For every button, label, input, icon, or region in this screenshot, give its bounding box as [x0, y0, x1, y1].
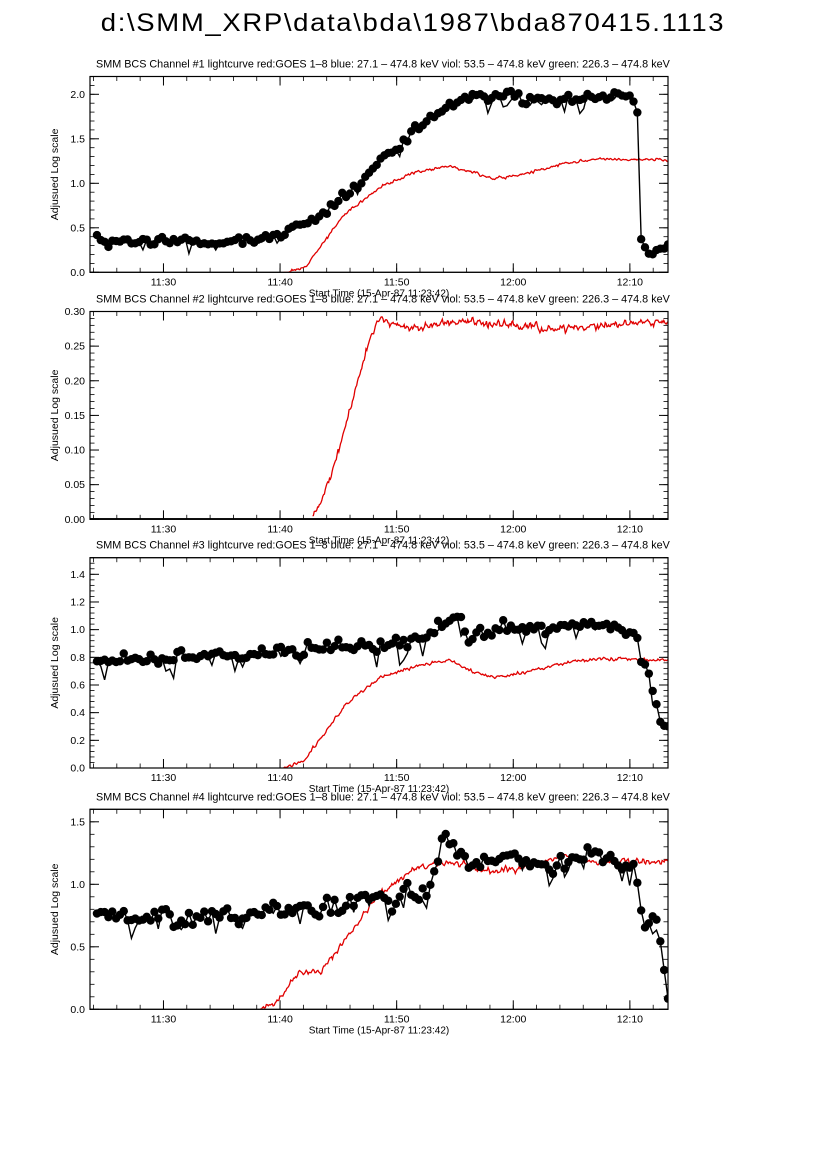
- svg-text:SMM BCS Channel #4 lightcurve: SMM BCS Channel #4 lightcurve red:GOES 1…: [96, 791, 671, 803]
- svg-text:11:50: 11:50: [384, 1013, 410, 1025]
- svg-text:12:10: 12:10: [617, 1013, 643, 1025]
- svg-text:0.0: 0.0: [70, 1004, 85, 1016]
- svg-text:1.0: 1.0: [70, 879, 85, 891]
- svg-text:Adjusued Log scale: Adjusued Log scale: [49, 863, 61, 955]
- svg-text:11:30: 11:30: [151, 1013, 177, 1025]
- svg-text:1.5: 1.5: [70, 816, 85, 828]
- svg-text:11:40: 11:40: [267, 1013, 293, 1025]
- svg-text:0.5: 0.5: [70, 941, 85, 953]
- svg-text:Start Time (15-Apr-87 11:23:42: Start Time (15-Apr-87 11:23:42): [309, 1025, 449, 1036]
- svg-text:12:00: 12:00: [500, 1013, 526, 1025]
